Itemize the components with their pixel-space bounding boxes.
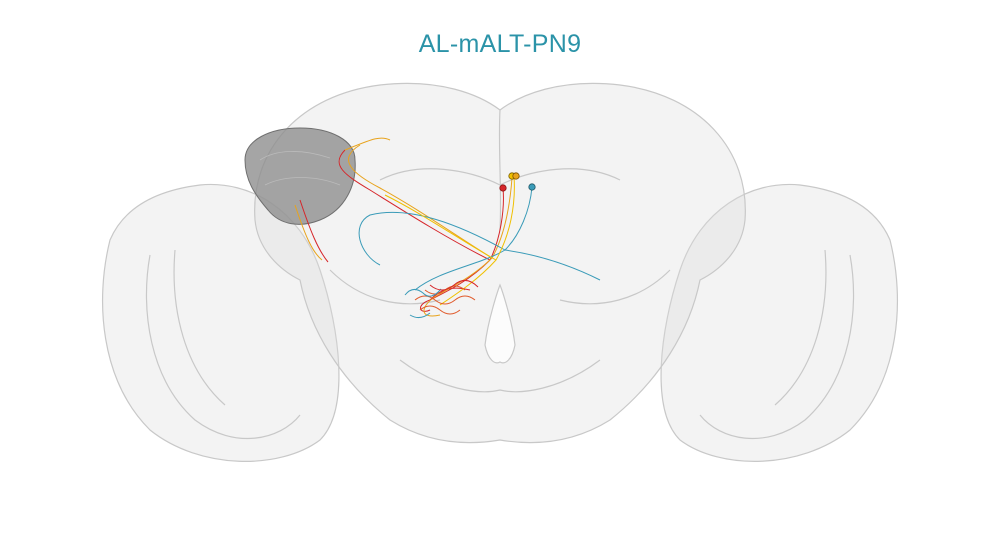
soma-orange (512, 172, 520, 180)
neuron-traces (294, 137, 601, 319)
brain-mesh (101, 82, 899, 462)
neuron-yellow (384, 175, 515, 306)
figure-title: AL-mALT-PN9 (418, 30, 582, 58)
left-optic-lobe (101, 183, 340, 462)
soma-blue (528, 183, 536, 191)
central-brain (254, 82, 746, 444)
right-optic-lobe (660, 183, 899, 462)
soma-markers (499, 172, 536, 192)
highlighted-neuropil (244, 127, 356, 225)
esophageal-foramen (484, 283, 516, 364)
soma-red (499, 184, 507, 192)
neuron-blue (358, 186, 601, 291)
